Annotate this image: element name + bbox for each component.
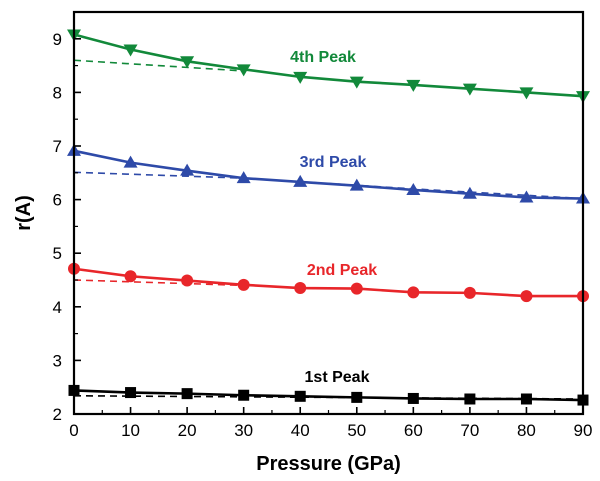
series-line [73, 389, 584, 402]
series-label: 2nd Peak [307, 262, 377, 279]
x-axis-title: Pressure (GPa) [256, 453, 401, 475]
reference-dashed-line [73, 59, 244, 72]
data-point [349, 76, 364, 89]
x-tick-label: 10 [121, 421, 140, 440]
series-2: 2nd Peak [68, 262, 589, 303]
data-point [236, 64, 251, 77]
y-tick-label: 6 [53, 191, 62, 210]
data-point [293, 174, 308, 187]
data-point [520, 290, 533, 303]
data-point [406, 79, 421, 92]
x-tick-label: 80 [517, 421, 536, 440]
x-tick-label: 50 [347, 421, 366, 440]
data-point [350, 282, 363, 295]
data-point [181, 274, 194, 287]
plot-frame [72, 10, 585, 416]
x-tick-label: 40 [291, 421, 310, 440]
x-tick-label: 30 [234, 421, 253, 440]
y-tick-label: 7 [53, 137, 62, 156]
y-tick-label: 8 [53, 83, 62, 102]
reference-dashed-line [73, 279, 244, 287]
data-point [294, 390, 306, 402]
y-tick-label: 2 [53, 405, 62, 424]
y-tick-label: 9 [53, 30, 62, 49]
data-point [181, 388, 193, 400]
series-line [73, 149, 584, 200]
y-tick-label: 5 [53, 244, 62, 263]
data-point [463, 286, 476, 299]
x-tick-label: 70 [460, 421, 479, 440]
data-point [124, 270, 137, 283]
data-point [238, 389, 250, 401]
data-point [407, 392, 419, 404]
data-point [293, 71, 308, 84]
data-point [236, 171, 251, 184]
x-tick-label: 90 [574, 421, 593, 440]
series-line [73, 267, 583, 298]
data-point [180, 56, 195, 69]
data-point [464, 393, 476, 405]
series-label: 1st Peak [305, 369, 370, 386]
y-tick-label: 4 [53, 298, 62, 317]
axis-layer: 0 10 20 30 40 50 60 70 80 90 2 3 4 5 6 7 8 9 [53, 30, 593, 440]
data-point [519, 190, 534, 203]
data-point [351, 391, 363, 403]
series-label: 4th Peak [290, 49, 356, 66]
series-3: 3rd Peak [67, 143, 590, 204]
data-point [125, 387, 137, 399]
data-point [180, 163, 195, 176]
reference-dashed-line [73, 171, 584, 200]
data-point [123, 44, 138, 57]
data-point [123, 155, 138, 168]
series-line [73, 33, 584, 98]
series-layer: 1st Peak 2nd Peak 3rd Peak 4th Peak [67, 29, 590, 406]
x-tick-label: 0 [69, 421, 78, 440]
data-point [406, 182, 421, 195]
data-point [462, 83, 477, 96]
data-point [462, 186, 477, 199]
data-point [349, 178, 364, 191]
x-tick-label: 20 [178, 421, 197, 440]
x-tick-label: 60 [404, 421, 423, 440]
data-point [407, 286, 420, 299]
data-point [519, 87, 534, 100]
y-axis-title: r(A) [13, 195, 35, 231]
series-1: 1st Peak [68, 369, 589, 406]
data-point [237, 278, 250, 291]
series-label: 3rd Peak [300, 154, 367, 171]
y-tick-label: 3 [53, 351, 62, 370]
data-point [520, 393, 532, 405]
data-point [294, 282, 307, 295]
series-4: 4th Peak [67, 29, 590, 104]
